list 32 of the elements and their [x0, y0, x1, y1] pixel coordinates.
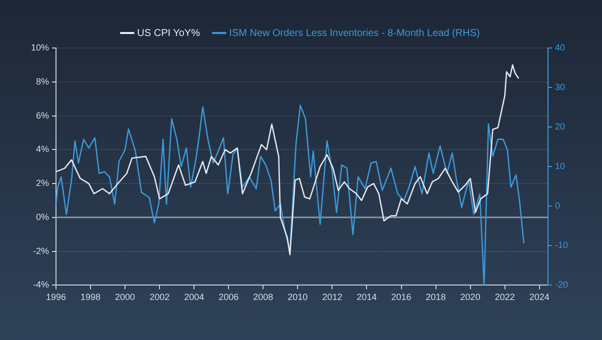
y-tick-label: 4%: [36, 144, 49, 154]
y2-tick-label: -20: [555, 280, 568, 290]
y2-tick-label: 10: [555, 161, 566, 172]
y-tick-label: 8%: [36, 76, 49, 86]
x-tick-label: 2002: [150, 292, 170, 302]
x-tick-label: 2016: [391, 292, 412, 302]
y2-tick-label: -10: [555, 240, 568, 250]
y-tick-label: 10%: [30, 42, 49, 52]
y-tick-label: -2%: [32, 246, 49, 256]
x-tick-label: 2022: [494, 292, 515, 302]
y-tick-label: -4%: [32, 280, 49, 290]
legend-label: ISM New Orders Less Inventories - 8-Month Lead (RHS): [229, 28, 480, 39]
y2-tick-label: 40: [555, 42, 566, 52]
x-tick-label: 2014: [356, 292, 377, 302]
x-tick-label: 2024: [529, 292, 550, 302]
x-tick-label: 2018: [426, 292, 446, 302]
x-tick-label: 2010: [288, 292, 308, 302]
x-tick-label: 1996: [46, 292, 66, 302]
y2-tick-label: 0: [555, 200, 560, 211]
y2-tick-label: 20: [555, 122, 566, 132]
legend-label: US CPI YoY%: [137, 28, 200, 39]
y2-tick-label: 30: [555, 82, 566, 92]
y-tick-label: 6%: [36, 110, 49, 120]
x-tick-label: 2012: [322, 292, 342, 302]
y-tick-label: 2%: [36, 178, 49, 188]
x-tick-label: 2020: [460, 292, 480, 302]
x-tick-label: 2000: [115, 292, 136, 302]
y-tick-label: 0%: [36, 212, 49, 222]
x-tick-label: 2004: [184, 292, 204, 302]
x-tick-label: 1998: [80, 292, 101, 302]
x-tick-label: 2008: [253, 292, 274, 302]
x-tick-label: 2006: [218, 292, 239, 302]
